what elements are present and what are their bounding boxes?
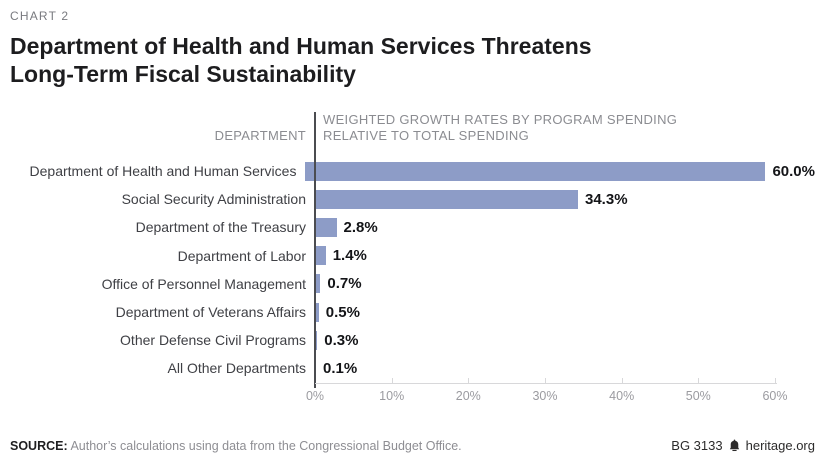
bar-cell: 60.0% — [305, 157, 815, 185]
bar-cell: 0.5% — [315, 298, 815, 326]
chart-title-line-2: Long-Term Fiscal Sustainability — [10, 61, 356, 87]
x-axis-tick-label: 50% — [685, 388, 711, 403]
report-id: BG 3133 — [671, 438, 723, 453]
chart-row: Department of Health and Human Services 6… — [10, 157, 815, 185]
category-label: All Other Departments — [167, 360, 307, 377]
x-axis-tick-label: 20% — [455, 388, 481, 403]
x-axis-tick — [545, 377, 546, 383]
chart-row: Department of Veterans Affairs 0.5% — [10, 298, 815, 326]
x-axis-tick-label: 60% — [762, 388, 788, 403]
x-axis-tick-label: 40% — [609, 388, 635, 403]
bar — [315, 246, 326, 266]
x-axis: 0% 10% 20% 30% 40% 50% 60% — [306, 377, 788, 411]
site-link: heritage.org — [745, 438, 815, 453]
chart-row: Department of the Treasury 2.8% — [10, 213, 815, 241]
value-label: 2.8% — [343, 218, 378, 236]
x-axis-tick — [391, 377, 393, 383]
value-label: 0.5% — [325, 303, 360, 321]
source-label: SOURCE: — [10, 438, 68, 453]
bar — [315, 330, 318, 350]
chart-title: Department of Health and Human Services … — [10, 32, 815, 88]
x-axis-tick — [698, 377, 700, 383]
x-axis-tick-label: 0% — [305, 388, 325, 403]
value-label: 0.1% — [323, 359, 358, 377]
category-label: Department of Veterans Affairs — [115, 304, 306, 321]
bar — [315, 189, 578, 209]
value-label: 0.7% — [327, 275, 362, 293]
heritage-bell-icon — [728, 439, 741, 452]
values-column-header-line-1: WEIGHTED GROWTH RATES BY PROGRAM SPENDIN… — [323, 112, 678, 127]
x-axis-line — [315, 382, 777, 384]
value-label: 1.4% — [332, 247, 367, 265]
chart-figure: CHART 2 Department of Health and Human S… — [10, 9, 815, 411]
x-axis-tick — [775, 377, 776, 383]
category-label: Department of Health and Human Services — [29, 163, 297, 180]
bar-cell: 2.8% — [315, 213, 815, 241]
bar-cell: 0.3% — [315, 326, 815, 354]
bar — [315, 217, 337, 237]
chart-row: Social Security Administration 34.3% — [10, 185, 815, 213]
bar-cell: 0.1% — [315, 354, 815, 382]
chart-column-headers: DEPARTMENT WEIGHTED GROWTH RATES BY PROG… — [10, 112, 815, 144]
department-column-header: DEPARTMENT — [214, 128, 306, 143]
bar-chart: DEPARTMENT WEIGHTED GROWTH RATES BY PROG… — [10, 112, 815, 411]
y-axis-line — [314, 112, 316, 388]
values-column-header: WEIGHTED GROWTH RATES BY PROGRAM SPENDIN… — [315, 112, 677, 144]
chart-row: Office of Personnel Management 0.7% — [10, 270, 815, 298]
values-column-header-line-2: RELATIVE TO TOTAL SPENDING — [323, 128, 529, 143]
source-text: Author’s calculations using data from th… — [67, 438, 462, 453]
chart-footer: SOURCE: Author’s calculations using data… — [10, 438, 815, 453]
bar-cell: 1.4% — [315, 242, 815, 270]
x-axis-tick-label: 10% — [379, 388, 405, 403]
chart-row: All Other Departments 0.1% — [10, 354, 815, 382]
category-label: Department of the Treasury — [135, 219, 306, 236]
chart-row: Department of Labor 1.4% — [10, 242, 815, 270]
value-label: 60.0% — [772, 162, 815, 180]
footer-branding: BG 3133 heritage.org — [671, 438, 815, 453]
bar-cell: 34.3% — [315, 185, 815, 213]
bar-cell: 0.7% — [315, 270, 815, 298]
bar-rows: Department of Health and Human Services 6… — [10, 157, 815, 383]
chart-kicker: CHART 2 — [10, 9, 70, 23]
bar — [315, 302, 319, 322]
value-label: 34.3% — [585, 190, 628, 208]
category-label: Department of Labor — [177, 247, 306, 264]
category-label: Social Security Administration — [121, 191, 306, 208]
bar — [305, 161, 766, 181]
x-axis-tick-label: 30% — [532, 388, 558, 403]
category-label: Office of Personnel Management — [101, 275, 306, 292]
x-axis-tick — [468, 377, 470, 383]
bar — [315, 274, 321, 294]
value-label: 0.3% — [324, 331, 359, 349]
chart-row: Other Defense Civil Programs 0.3% — [10, 326, 815, 354]
category-label: Other Defense Civil Programs — [120, 332, 306, 349]
source-note: SOURCE: Author’s calculations using data… — [10, 439, 462, 453]
x-axis-tick — [621, 377, 623, 383]
chart-title-line-1: Department of Health and Human Services … — [10, 33, 592, 59]
